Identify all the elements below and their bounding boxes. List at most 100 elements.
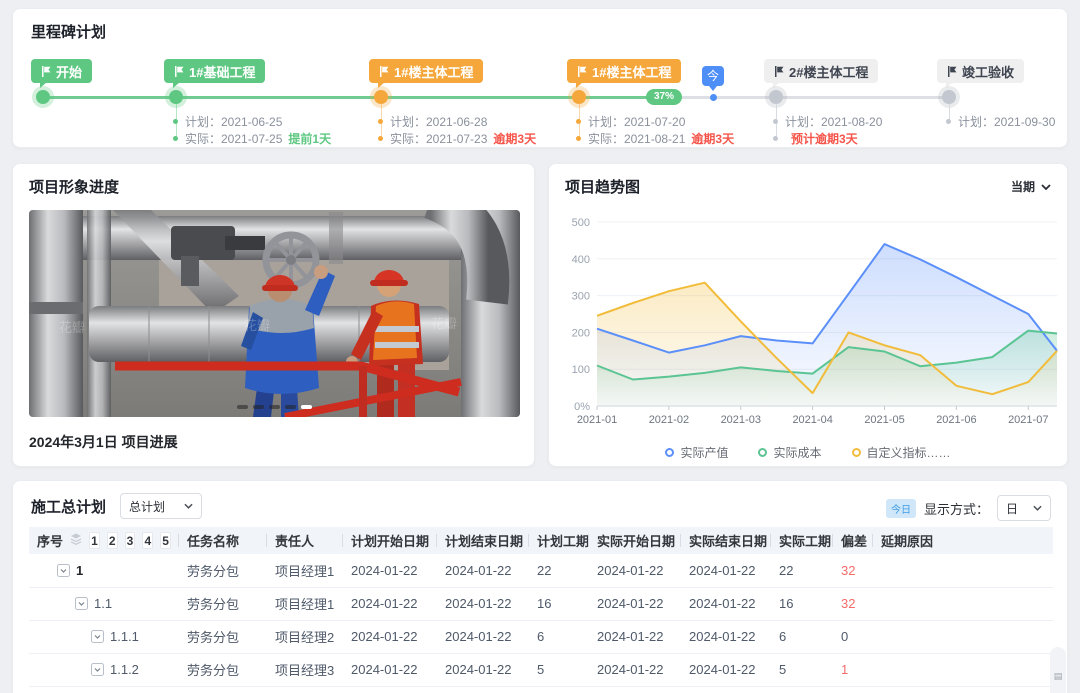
wbs-level-button-3[interactable]: 3 (124, 532, 136, 549)
project-progress-card: 项目形象进度 (12, 163, 535, 467)
legend-item-1[interactable]: 实际产值 (665, 444, 728, 461)
cell-owner: 项目经理1 (267, 587, 343, 621)
bullet-icon (773, 136, 778, 141)
col-header-2: 责任人 (267, 527, 343, 554)
milestone-dates: 计划：2021-08-20 预计逾期3天 (773, 113, 882, 147)
legend-item-3[interactable]: 自定义指标…… (851, 444, 951, 461)
wbs-number: 1.1.2 (110, 662, 139, 677)
expand-toggle[interactable] (91, 630, 104, 643)
expand-toggle[interactable] (91, 663, 104, 676)
milestone-note: 逾期3天 (691, 132, 735, 146)
expand-toggle[interactable] (75, 597, 88, 610)
milestone-tag-label: 竣工验收 (962, 64, 1015, 80)
milestone-date-text: 实际：2021-07-25 (185, 132, 283, 146)
chevron-down-icon (184, 503, 193, 509)
cell-wbs: 1.1.1 (29, 620, 179, 654)
milestone-dates: 计划：2021-06-25 实际：2021-07-25 提前1天 (173, 113, 331, 147)
carousel-dot[interactable] (237, 405, 248, 409)
milestone-node (374, 90, 388, 104)
series-line-1 (596, 243, 1058, 354)
y-tick-label: 100 (572, 364, 590, 376)
flag-icon (175, 65, 184, 77)
milestone-date-text: 计划：2021-09-30 (958, 115, 1056, 129)
page-scrollbar[interactable] (1050, 647, 1066, 693)
carousel-dot[interactable] (285, 405, 296, 409)
milestone-tag: 1#楼主体工程 (369, 59, 484, 88)
legend-marker-icon (851, 448, 861, 457)
watermark: 花瓣 花瓣 花瓣 (59, 316, 457, 335)
cell-actual-start: 2024-01-22 (589, 587, 681, 621)
svg-text:花瓣: 花瓣 (431, 316, 457, 331)
bullet-icon (576, 136, 581, 141)
bullet-icon (946, 119, 951, 124)
milestone-tag-label: 2#楼主体工程 (789, 64, 869, 80)
table-row[interactable]: 1.1.1 劳务分包 项目经理2 2024-01-22 2024-01-22 6 2024-… (29, 620, 1053, 654)
legend-label: 实际成本 (773, 446, 822, 460)
scroll-widget-icon[interactable]: ▤ (1053, 671, 1063, 681)
cell-plan-days: 5 (529, 653, 589, 687)
x-tick-label: 2021-02 (649, 414, 689, 426)
display-mode-select[interactable]: 日 (997, 495, 1051, 521)
milestone-note: 提前1天 (288, 132, 332, 146)
table-row[interactable]: 1.1.2 劳务分包 项目经理3 2024-01-22 2024-01-22 5 2024-… (29, 653, 1053, 687)
bullet-icon (773, 119, 778, 124)
milestone-date-line: 计划：2021-06-28 (378, 113, 536, 130)
carousel-dot[interactable] (269, 405, 280, 409)
milestone-tag-label: 1#楼主体工程 (592, 64, 672, 80)
cell-deviation: 32 (833, 587, 873, 621)
y-tick-label: 500 (572, 217, 590, 229)
cell-task: 劳务分包 (179, 653, 267, 687)
expand-toggle[interactable] (57, 563, 70, 577)
cell-actual-start: 2024-01-22 (589, 620, 681, 654)
bullet-icon (173, 119, 178, 124)
cell-task: 劳务分包 (179, 620, 267, 654)
milestone-date-line: 实际：2021-07-23 逾期3天 (378, 130, 536, 147)
wbs-cell: 1.1.2 (37, 662, 171, 677)
col-header-6: 实际开始日期 (589, 527, 681, 554)
milestone-date-text: 计划：2021-06-25 (185, 115, 283, 129)
milestone-tag-label: 1#楼主体工程 (394, 64, 474, 80)
carousel-dot[interactable] (253, 405, 264, 409)
milestone-tag: 2#楼主体工程 (764, 59, 879, 88)
photo-card-title: 项目形象进度 (29, 179, 120, 196)
cell-plan-start: 2024-01-22 (343, 554, 437, 588)
col-header-3: 计划开始日期 (343, 527, 437, 554)
legend-item-2[interactable]: 实际成本 (758, 444, 822, 461)
wbs-level-button-5[interactable]: 5 (160, 532, 171, 549)
cell-wbs: 1 (29, 554, 179, 588)
cell-delay-reason (873, 653, 1053, 687)
table-row[interactable]: 1.1 劳务分包 项目经理1 2024-01-22 2024-01-22 16 2024-0… (29, 587, 1053, 621)
milestone-node (169, 90, 183, 104)
cell-task: 劳务分包 (179, 554, 267, 588)
wbs-header-controls: 序号 1 2 3 4 5 (37, 531, 171, 550)
plan-type-select[interactable]: 总计划 (120, 493, 203, 519)
y-tick-label: 300 (572, 291, 590, 303)
chart-legend: 实际产值 实际成本 自定义指标…… (549, 444, 1067, 461)
photo-carousel[interactable]: 花瓣 花瓣 花瓣 (29, 210, 520, 417)
table-row[interactable]: 1 劳务分包 项目经理1 2024-01-22 2024-01-22 22 2024-01-… (29, 554, 1053, 588)
flag-icon (42, 65, 51, 77)
cell-plan-days: 22 (529, 554, 589, 588)
wbs-level-button-1[interactable]: 1 (89, 532, 100, 549)
worker-blue (241, 265, 335, 417)
milestone-tag: 1#基础工程 (164, 59, 266, 88)
legend-label: 自定义指标…… (866, 446, 951, 460)
wbs-level-button-2[interactable]: 2 (106, 532, 118, 549)
today-marker: 今 (702, 66, 724, 91)
col-header-8: 实际工期 (771, 527, 833, 554)
table-card-title: 施工总计划 (31, 498, 107, 516)
milestone-date-text: 计划：2021-06-28 (390, 115, 488, 129)
flag-icon (380, 65, 389, 77)
wbs-level-button-4[interactable]: 4 (142, 532, 154, 549)
cell-delay-reason (873, 587, 1053, 621)
x-tick-label: 2021-03 (721, 414, 761, 426)
milestone-dates: 计划：2021-06-28 实际：2021-07-23 逾期3天 (378, 113, 536, 147)
carousel-dot[interactable] (301, 405, 312, 409)
expand-chevron-icon (75, 597, 88, 610)
series-line-3 (596, 281, 1058, 396)
legend-label: 实际产值 (680, 446, 729, 460)
series-line-2 (596, 329, 1058, 381)
x-tick-label: 2021-06 (936, 414, 976, 426)
period-select[interactable]: 当期 (1011, 178, 1051, 195)
